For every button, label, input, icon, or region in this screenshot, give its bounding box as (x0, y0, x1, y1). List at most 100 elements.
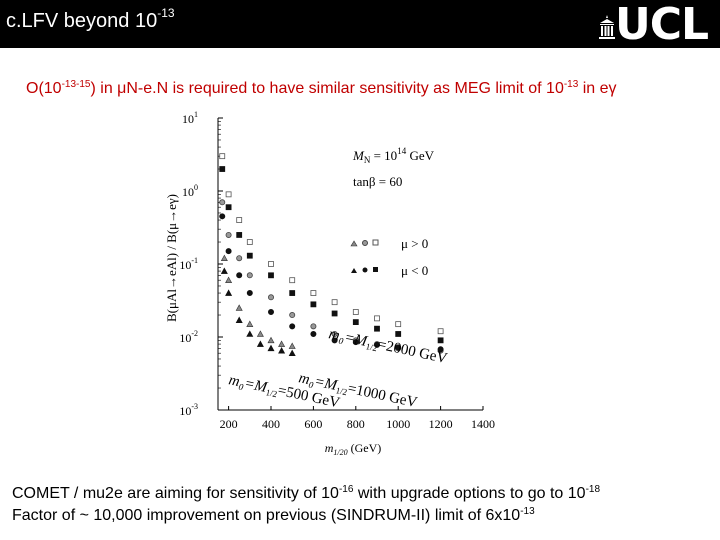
headline: O(10-13-15) in μN-e.N is required to hav… (26, 79, 617, 98)
data-point (352, 319, 359, 325)
y-tick-exponent: -3 (191, 402, 198, 411)
data-point (219, 153, 226, 160)
title-bar: c.LFV beyond 10-13 UCL (0, 0, 720, 50)
legend-marker (373, 267, 378, 272)
data-point (289, 277, 296, 284)
data-point (246, 320, 254, 327)
legend-mu-positive: μ > 0 (401, 236, 428, 251)
data-point (220, 267, 228, 274)
data-point (374, 325, 380, 332)
data-point (331, 310, 338, 317)
y-tick-base: 10 (179, 331, 191, 345)
y-tick-base: 10 (182, 112, 194, 126)
footer-line1-exp2: -18 (585, 484, 601, 495)
data-point (220, 254, 228, 262)
annotation-mn-m: M (352, 148, 365, 163)
data-point (256, 340, 264, 347)
footer-line1-b: with upgrade options to go to 10 (353, 485, 586, 502)
data-point (219, 199, 226, 206)
data-point (256, 330, 264, 337)
y-tick-exponent: -1 (191, 256, 198, 265)
headline-exp1: -13-15 (61, 79, 91, 90)
data-point (268, 309, 275, 316)
slide-title-exponent: -13 (157, 6, 175, 20)
data-point (352, 309, 359, 315)
data-point (246, 290, 253, 297)
x-axis-label-m: m (325, 441, 334, 455)
x-tick-label: 1400 (471, 417, 495, 431)
footer-line2-a: Factor of ~ 10,000 improvement on previo… (12, 507, 521, 524)
footer-line2-exp: -13 (520, 506, 535, 517)
x-tick-label: 800 (347, 417, 365, 431)
y-axis-label: B(μAl→eAl) / B(μ→eγ) (164, 194, 179, 322)
x-tick-label: 1000 (386, 417, 410, 431)
footer-line1-a: COMET / mu2e are aiming for sensitivity … (12, 485, 339, 502)
ratio-plot-svg: 200 400 600 800 1000 1200 140010110010-110-210… (158, 108, 503, 463)
data-point (236, 272, 243, 279)
annotation-2000-sub: 1/2 (365, 341, 378, 353)
data-point (278, 340, 286, 347)
footer-line-1: COMET / mu2e are aiming for sensitivity … (12, 484, 600, 506)
headline-part3: in eγ (578, 80, 617, 97)
legend-marker (372, 239, 379, 246)
data-point (288, 349, 296, 356)
data-point (288, 342, 296, 349)
x-tick-label: 400 (262, 417, 280, 431)
data-point (310, 330, 317, 337)
headline-part2: ) in μN-e.N is required to have similar … (90, 80, 564, 97)
data-point (374, 315, 380, 322)
data-point (219, 213, 226, 220)
y-tick-exponent: 1 (194, 110, 198, 119)
x-tick-label: 200 (220, 417, 238, 431)
legend-marker (351, 268, 357, 273)
logo-text: UCL (615, 0, 709, 50)
legend-marker (362, 267, 368, 273)
y-tick-exponent: 0 (194, 183, 198, 192)
ucl-logo: UCL (597, 0, 720, 50)
data-point (395, 331, 402, 337)
annotation-1000-sub: 1/2 (335, 385, 348, 397)
slide-title: c.LFV beyond 10-13 (6, 6, 175, 33)
headline-exp2: -13 (563, 79, 579, 90)
annotation-mn-unit: GeV (406, 148, 434, 163)
annotation-mn-exp: 14 (397, 146, 407, 156)
portico-icon (599, 15, 615, 39)
data-point (331, 337, 338, 344)
slide-title-text: c.LFV beyond 10 (6, 10, 158, 32)
x-axis-label-unit: (GeV) (348, 441, 382, 455)
data-point (267, 344, 275, 352)
data-point (278, 347, 286, 354)
y-tick-base: 10 (179, 404, 191, 418)
legend-mu-negative: μ < 0 (401, 263, 428, 278)
legend-marker (362, 240, 368, 246)
data-point (246, 239, 253, 245)
y-tick-base: 10 (179, 258, 191, 272)
ratio-plot: 200 400 600 800 1000 1200 1400 101 100 10-1 10-2 10… (158, 108, 503, 463)
data-point (437, 328, 444, 335)
y-tick-label: 10-1 (179, 256, 198, 272)
data-point (235, 316, 243, 323)
x-tick-label: 1200 (429, 417, 453, 431)
annotation-tanb: tanβ = 60 (353, 174, 402, 189)
annotation-mn-sub: N (364, 155, 371, 165)
data-point (267, 336, 275, 344)
data-point (352, 339, 359, 346)
annotation-mn-eq: = 10 (370, 148, 397, 163)
footer-line-2: Factor of ~ 10,000 improvement on previo… (12, 506, 600, 528)
data-point (289, 290, 296, 296)
data-point (289, 323, 296, 330)
data-point (395, 321, 402, 328)
data-point (331, 330, 338, 337)
y-tick-label: 10-3 (179, 402, 198, 418)
data-point (236, 217, 243, 223)
headline-part1: O(10 (26, 80, 62, 97)
x-axis-label-sub2: 0 (344, 448, 348, 457)
footer-line1-exp1: -16 (338, 484, 354, 495)
data-point (437, 337, 444, 344)
annotation-500-sub: 1/2 (265, 387, 278, 399)
data-point (268, 294, 275, 301)
data-point (246, 272, 253, 279)
data-point (310, 301, 317, 308)
data-point (246, 252, 253, 259)
y-tick-label: 101 (182, 110, 198, 126)
